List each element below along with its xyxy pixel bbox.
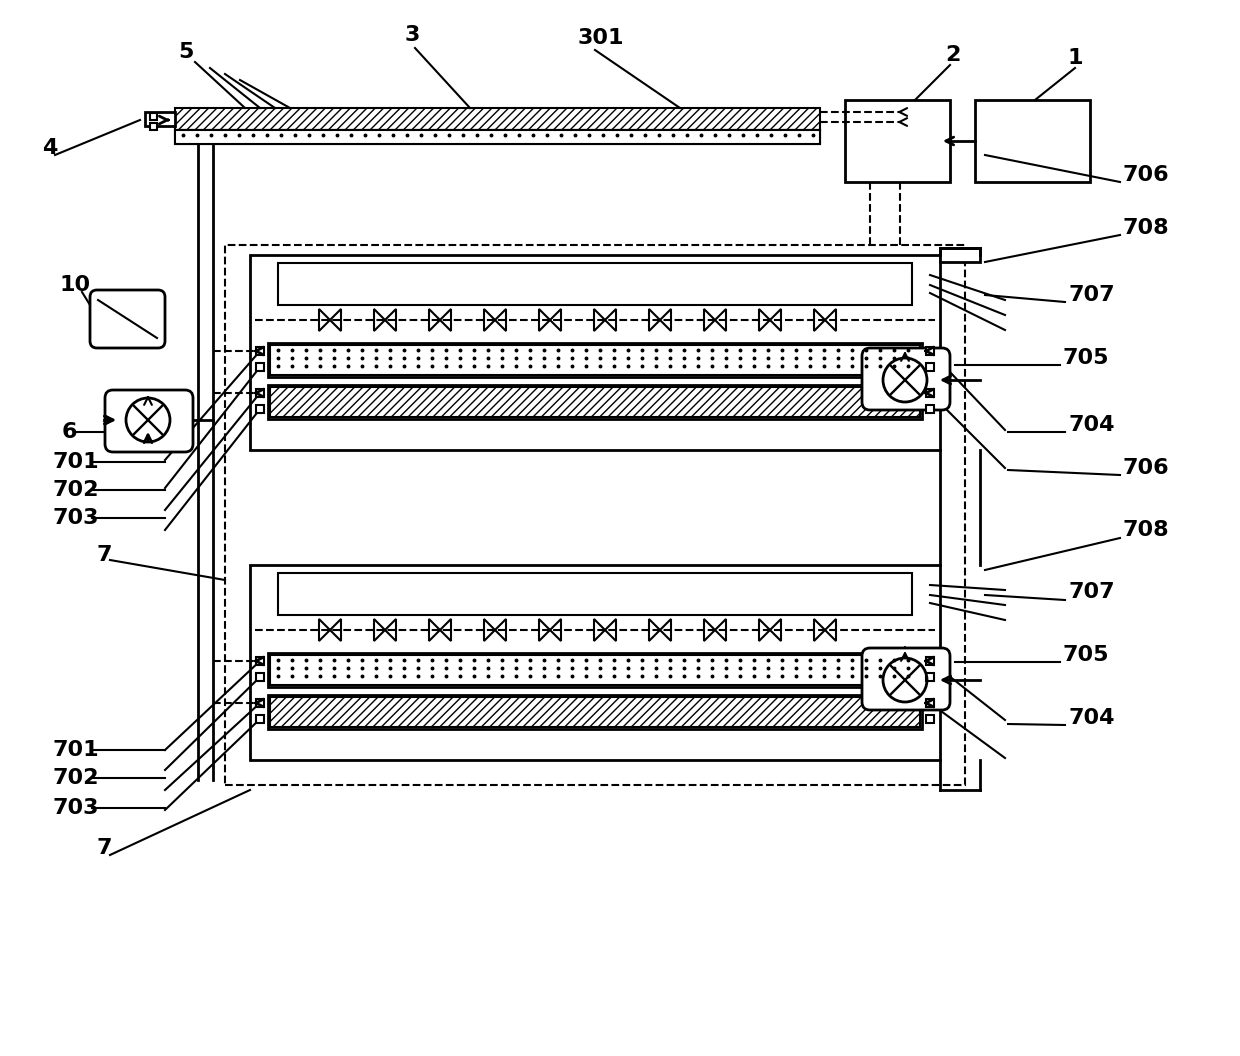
Bar	[175, 130, 820, 144]
Bar	[940, 248, 980, 262]
Bar	[255, 699, 264, 708]
Text: 706: 706	[1122, 165, 1168, 185]
Bar	[926, 715, 934, 723]
FancyBboxPatch shape	[91, 290, 165, 348]
Text: 703: 703	[52, 508, 98, 528]
Bar	[255, 389, 264, 397]
Text: 706: 706	[1122, 458, 1168, 478]
Bar	[926, 406, 934, 413]
Bar	[255, 673, 264, 681]
Bar	[270, 697, 920, 727]
Bar	[255, 363, 264, 371]
Bar	[150, 122, 156, 130]
FancyBboxPatch shape	[862, 348, 950, 410]
Text: 301: 301	[578, 29, 625, 48]
Bar	[270, 386, 920, 417]
Bar	[175, 108, 820, 130]
Bar	[255, 406, 264, 413]
Text: 702: 702	[52, 480, 98, 499]
Text: 701: 701	[52, 740, 99, 760]
Text: 6: 6	[62, 422, 77, 442]
Bar	[926, 389, 934, 397]
Bar	[250, 254, 940, 450]
Text: 10: 10	[60, 275, 91, 295]
Bar	[926, 673, 934, 681]
Bar	[278, 573, 911, 615]
Text: 703: 703	[52, 798, 98, 818]
FancyBboxPatch shape	[105, 390, 193, 452]
Text: 2: 2	[945, 45, 960, 65]
Bar	[250, 565, 940, 760]
Bar	[270, 345, 920, 375]
Text: 5: 5	[179, 42, 193, 62]
Bar	[255, 715, 264, 723]
Bar	[268, 695, 923, 729]
Bar	[844, 100, 950, 182]
Text: 1: 1	[1068, 48, 1084, 68]
Text: 7: 7	[95, 838, 112, 857]
Text: 3: 3	[405, 25, 420, 45]
Bar	[175, 108, 820, 130]
Text: 705: 705	[1061, 645, 1109, 665]
Bar	[270, 386, 920, 417]
Text: 7: 7	[95, 545, 112, 565]
FancyBboxPatch shape	[862, 648, 950, 710]
Text: 705: 705	[1061, 348, 1109, 367]
Bar	[150, 113, 156, 119]
Text: 704: 704	[1068, 708, 1115, 728]
Bar	[268, 343, 923, 377]
Bar	[926, 657, 934, 665]
Bar	[268, 653, 923, 687]
Text: 4: 4	[42, 138, 57, 158]
Text: 708: 708	[1122, 218, 1168, 238]
Text: 702: 702	[52, 768, 98, 788]
Text: 707: 707	[1068, 285, 1115, 305]
Text: 701: 701	[52, 452, 99, 472]
Bar	[175, 130, 820, 144]
Bar	[270, 697, 920, 727]
Bar	[255, 657, 264, 665]
Text: 707: 707	[1068, 582, 1115, 602]
Bar	[270, 655, 920, 685]
Bar	[268, 385, 923, 419]
Bar	[926, 699, 934, 708]
Bar	[975, 100, 1090, 182]
Text: 704: 704	[1068, 415, 1115, 435]
Bar	[278, 263, 911, 305]
Bar	[255, 347, 264, 355]
Bar	[926, 347, 934, 355]
Text: 708: 708	[1122, 520, 1168, 540]
Bar	[926, 363, 934, 371]
Bar	[145, 112, 175, 126]
Bar	[224, 245, 965, 785]
